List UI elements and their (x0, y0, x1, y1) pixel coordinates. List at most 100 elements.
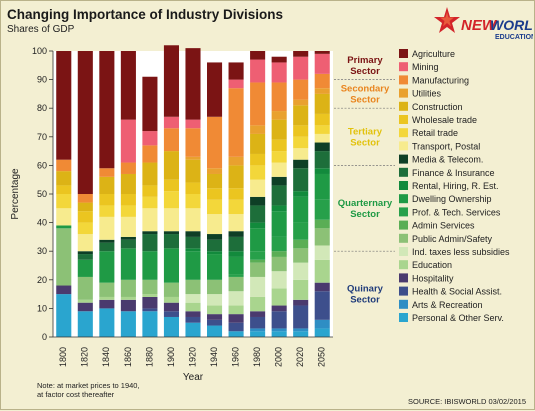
bar-segment-transport-postal-1960 (228, 214, 244, 232)
bar-segment-ind-taxes-less-subsidies-2050 (314, 245, 330, 260)
bar-segment-construction-2050 (314, 93, 330, 114)
bar-segment-transport-postal-1820 (77, 234, 93, 252)
bar-segment-prof-tech-services-1960 (228, 274, 244, 277)
bar-segment-construction-2000 (271, 119, 287, 140)
bar-segment-construction-1800 (56, 171, 72, 186)
legend-swatch-public-admin-safety (399, 233, 408, 243)
bar-segment-construction-1980 (250, 133, 266, 154)
bar-segment-education-1900 (163, 296, 179, 303)
bar-segment-personal-other-serv-1820 (77, 311, 93, 337)
bar-segment-wholesale-trade-1940 (207, 188, 223, 200)
bar-segment-public-admin-safety-1920 (185, 279, 201, 295)
chart-note: Note: at market prices to 1940, at facto… (37, 381, 140, 399)
bar-segment-transport-postal-2000 (271, 162, 287, 177)
bar-segment-education-2020 (293, 279, 309, 300)
y-tick-label-0: 0 (42, 332, 47, 342)
bar-segment-health-social-assist-1960 (228, 322, 244, 332)
bar-segment-prof-tech-services-1980 (250, 251, 266, 260)
bar-segment-dwelling-ownership-1940 (207, 254, 223, 280)
bar-segment-hospitality-1980 (250, 311, 266, 317)
x-tick-label-1960: 1960 (230, 347, 240, 367)
chart-source: SOURCE: IBISWORLD 03/02/2015 (408, 397, 526, 406)
bar-segment-utilities-2050 (314, 88, 330, 94)
bar-segment-wholesale-trade-1920 (185, 182, 201, 194)
bar-segment-education-1840 (99, 296, 115, 300)
y-tick-label-80: 80 (37, 103, 47, 113)
legend-swatch-utilities (399, 88, 408, 98)
bar-segment-agriculture-2050 (314, 51, 330, 54)
bar-segment-agriculture-1940 (207, 62, 223, 117)
bar-segment-transport-postal-1940 (207, 214, 223, 235)
bar-segment-finance-insurance-2050 (314, 151, 330, 169)
bar-segment-education-2050 (314, 259, 330, 283)
sector-label-tertiary-sector: Tertiary Sector (348, 126, 383, 148)
bar-segment-manufacturing-1820 (77, 194, 93, 203)
bar-segment-media-telecom-1900 (163, 231, 179, 235)
bar-segment-transport-postal-1860 (120, 216, 136, 237)
bar-segment-personal-other-serv-1980 (250, 331, 266, 337)
bar-segment-finance-insurance-1940 (207, 239, 223, 252)
bar-segment-retail-trade-1840 (99, 205, 115, 217)
legend-label-agriculture: Agriculture (412, 49, 455, 59)
bar-segment-ind-taxes-less-subsidies-1980 (250, 276, 266, 297)
legend-swatch-transport-postal (399, 141, 408, 151)
bar-segment-construction-1880 (142, 162, 158, 186)
bar-segment-dwelling-ownership-2020 (293, 196, 309, 223)
legend-label-utilities: Utilities (412, 89, 442, 99)
bar-segment-arts-recreation-2000 (271, 328, 287, 332)
bar-segment-transport-postal-1920 (185, 208, 201, 232)
bar-segment-hospitality-1940 (207, 314, 223, 320)
x-tick-label-1880: 1880 (144, 347, 154, 367)
bar-segment-manufacturing-1920 (185, 128, 201, 157)
x-tick-label-1920: 1920 (187, 347, 197, 367)
bar-segment-media-telecom-1920 (185, 231, 201, 237)
bar-segment-personal-other-serv-1880 (142, 311, 158, 337)
sector-label-primary-sector: Primary Sector (347, 55, 383, 77)
bar-segment-transport-postal-1800 (56, 208, 72, 226)
legend-label-prof-tech-services: Prof. & Tech. Services (412, 207, 501, 217)
bar-segment-public-admin-safety-1980 (250, 262, 266, 277)
bar-segment-hospitality-1840 (99, 299, 115, 309)
bar-segment-utilities-1980 (250, 125, 266, 134)
bar-segment-personal-other-serv-1840 (99, 308, 115, 337)
legend-label-arts-recreation: Arts & Recreation (412, 300, 483, 310)
bar-segment-finance-insurance-1920 (185, 236, 201, 249)
bar-segment-ind-taxes-less-subsidies-2020 (293, 262, 309, 280)
legend-swatch-personal-other-serv (399, 313, 408, 322)
bar-segment-wholesale-trade-1820 (77, 211, 93, 223)
bar-segment-construction-1900 (163, 151, 179, 180)
bar-segment-utilities-1960 (228, 156, 244, 166)
legend-swatch-health-social-assist (399, 286, 408, 296)
legend-label-mining: Mining (412, 62, 439, 72)
bar-segment-dwelling-ownership-2000 (271, 211, 287, 237)
bar-segment-mining-1980 (250, 59, 266, 83)
bar-segment-manufacturing-1800 (56, 159, 72, 172)
bar-segment-transport-postal-1840 (99, 216, 115, 240)
legend-label-finance-insurance: Finance & Insurance (412, 168, 495, 178)
bar-segment-health-social-assist-1940 (207, 319, 223, 326)
bar-segment-admin-services-1980 (250, 259, 266, 263)
legend-swatch-prof-tech-services (399, 207, 408, 217)
bar-segment-arts-recreation-2050 (314, 319, 330, 329)
new-world-education-logo: NEW WORLD EDUCATION (434, 7, 533, 41)
legend-swatch-education (399, 260, 408, 270)
bar-segment-ind-taxes-less-subsidies-2000 (271, 271, 287, 289)
bar-segment-transport-postal-2020 (293, 148, 309, 160)
bar-segment-health-social-assist-1920 (185, 316, 201, 323)
bar-segment-finance-insurance-1980 (250, 205, 266, 223)
bar-segment-dwelling-ownership-1820 (77, 259, 93, 277)
legend-swatch-dwelling-ownership (399, 194, 408, 204)
bar-segment-dwelling-ownership-2050 (314, 173, 330, 200)
bar-segment-personal-other-serv-1900 (163, 316, 179, 337)
chart-subtitle: Shares of GDP (7, 24, 75, 35)
bar-segment-personal-other-serv-1960 (228, 331, 244, 337)
y-tick-label-100: 100 (32, 46, 47, 56)
legend-label-dwelling-ownership: Dwelling Ownership (412, 194, 492, 204)
x-tick-label-2000: 2000 (274, 347, 284, 367)
bar-segment-education-1860 (120, 296, 136, 300)
bar-segment-wholesale-trade-1840 (99, 194, 115, 206)
bar-segment-wholesale-trade-1800 (56, 185, 72, 194)
bar-segment-public-admin-safety-1820 (77, 276, 93, 300)
legend-label-education: Education (412, 260, 452, 270)
